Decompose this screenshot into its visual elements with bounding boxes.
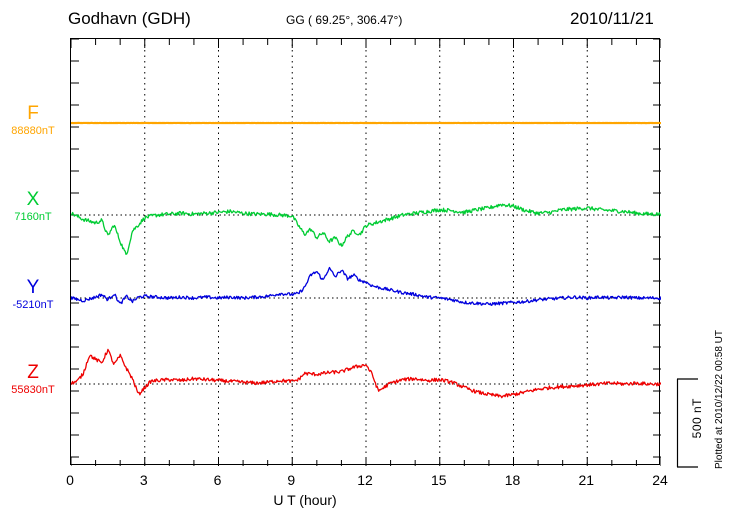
x-axis-title-text: U T (hour) [273, 492, 337, 508]
x-tick-12: 12 [357, 472, 373, 488]
trace-y [71, 266, 661, 306]
x-tick-6: 6 [213, 472, 222, 488]
x-axis-title: U T (hour) [0, 492, 730, 508]
x-tick-24: 24 [652, 472, 668, 488]
x-tick-0: 0 [66, 472, 74, 488]
scale-bar-icon [676, 378, 698, 468]
component-value-x: 7160nT [14, 211, 52, 223]
x-tick-15: 15 [430, 472, 447, 488]
traces-svg [71, 39, 661, 466]
trace-z [71, 348, 661, 399]
trace-x [71, 203, 661, 255]
geographic-coordinates: GG ( 69.25°, 306.47°) [286, 13, 403, 27]
station-title: Godhavn (GDH) [68, 9, 191, 28]
component-letter-x: X [26, 189, 40, 210]
plot-timestamp-credit: Plotted at 2010/12/22 00:58 UT [714, 330, 725, 469]
observation-date: 2010/11/21 [570, 9, 654, 28]
x-tick-3: 3 [139, 472, 148, 488]
scale-bar-label: 500 nT [690, 398, 704, 439]
component-value-z: 55830nT [11, 384, 55, 396]
component-value-f: 88880nT [11, 125, 55, 137]
x-tick-18: 18 [504, 472, 521, 488]
component-letter-z: Z [27, 362, 39, 383]
component-letter-f: F [27, 103, 39, 124]
component-label-f: F 88880nT [0, 104, 66, 138]
component-value-y: -5210nT [12, 299, 54, 311]
component-label-y: Y -5210nT [0, 278, 66, 312]
x-tick-21: 21 [578, 472, 595, 488]
component-label-x: X 7160nT [0, 190, 66, 224]
x-tick-9: 9 [287, 472, 296, 488]
component-label-z: Z 55830nT [0, 363, 66, 397]
magnetogram-plot-area [70, 38, 661, 466]
component-letter-y: Y [26, 277, 40, 298]
